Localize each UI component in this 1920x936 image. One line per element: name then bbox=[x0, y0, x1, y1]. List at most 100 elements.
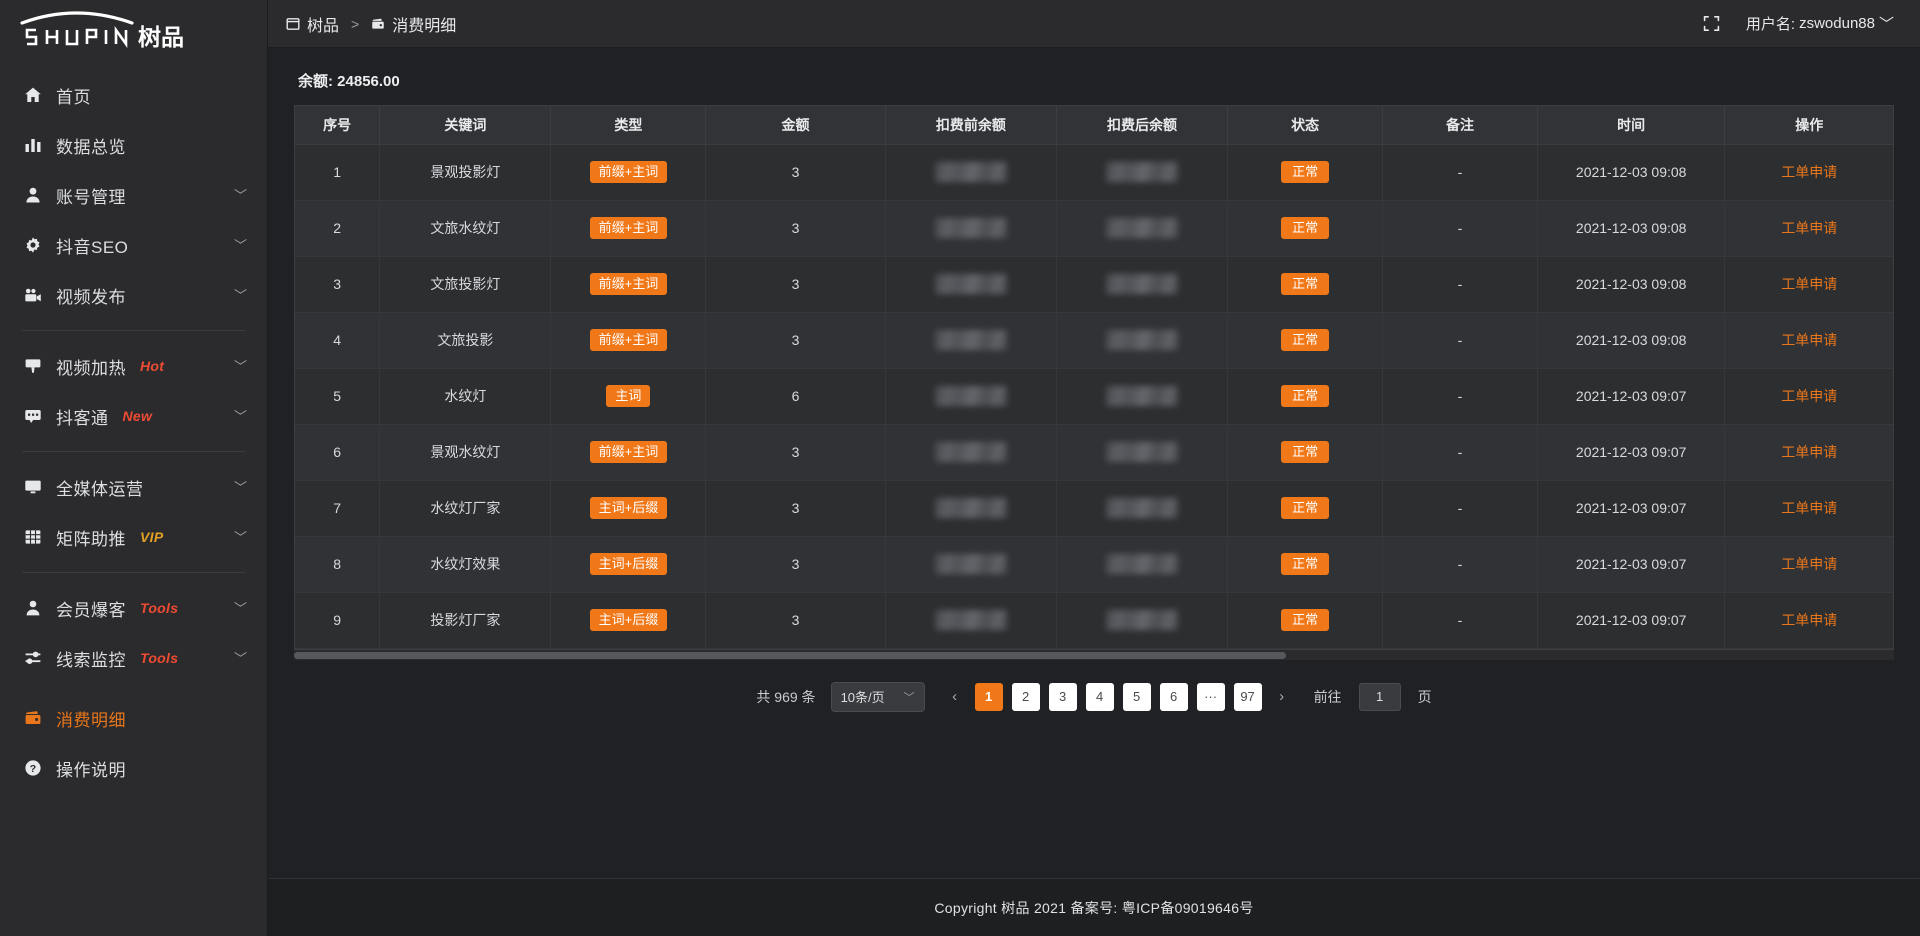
cell-remark: - bbox=[1382, 144, 1538, 201]
pagination-goto-input[interactable]: 1 bbox=[1358, 682, 1401, 711]
balance-value: 24856.00 bbox=[337, 73, 400, 90]
ticket-apply-link[interactable]: 工单申请 bbox=[1781, 276, 1838, 292]
pagination-page-3[interactable]: 3 bbox=[1048, 682, 1077, 711]
sidebar-item-lead-monitor[interactable]: 线索监控 Tools ﹀ bbox=[0, 633, 267, 683]
gear-icon bbox=[22, 234, 44, 256]
cell-action: 工单申请 bbox=[1724, 312, 1893, 369]
shupin-logo-icon: 树品 bbox=[20, 11, 184, 50]
cell-type: 前缀+主词 bbox=[550, 424, 707, 481]
pagination-page-4[interactable]: 4 bbox=[1085, 682, 1114, 711]
cell-status: 正常 bbox=[1227, 424, 1384, 481]
pagination-page-2[interactable]: 2 bbox=[1011, 682, 1040, 711]
type-tag: 前缀+主词 bbox=[589, 440, 668, 464]
cell-amount: 3 bbox=[705, 592, 886, 649]
sidebar-item-consumption-detail[interactable]: 消费明细 bbox=[0, 693, 267, 743]
cell-type: 主词 bbox=[550, 368, 707, 425]
topbar-right: 用户名: zswodun88 ﹀ bbox=[1703, 13, 1894, 34]
col-header-keyword: 关键词 bbox=[379, 106, 552, 145]
sidebar-item-video-boost[interactable]: 视频加热 Hot ﹀ bbox=[0, 341, 267, 391]
cell-time: 2021-12-03 09:08 bbox=[1537, 144, 1726, 201]
table-row: 1 景观投影灯 前缀+主词 3 正常 -2021-12-03 09:08 工单申请 bbox=[295, 144, 1893, 201]
redacted-value bbox=[1057, 498, 1227, 518]
breadcrumb-item-current[interactable]: 消费明细 bbox=[371, 12, 456, 36]
table-body: 1 景观投影灯 前缀+主词 3 正常 -2021-12-03 09:08 工单申请 2 文旅水纹… bbox=[295, 144, 1893, 649]
horizontal-scrollbar[interactable] bbox=[294, 649, 1894, 660]
cell-amount: 3 bbox=[705, 200, 886, 257]
svg-text:树品: 树品 bbox=[138, 24, 184, 50]
scrollbar-thumb[interactable] bbox=[294, 651, 1286, 659]
cell-action: 工单申请 bbox=[1724, 144, 1893, 201]
cell-action: 工单申请 bbox=[1724, 592, 1893, 649]
cell-index: 8 bbox=[295, 536, 381, 593]
cell-balance-after bbox=[1056, 144, 1229, 201]
sidebar-item-douketong[interactable]: 抖客通 New ﹀ bbox=[0, 391, 267, 441]
ticket-apply-link[interactable]: 工单申请 bbox=[1781, 332, 1838, 348]
cell-balance-before bbox=[885, 144, 1057, 201]
cell-keyword: 文旅水纹灯 bbox=[379, 200, 552, 257]
ticket-apply-link[interactable]: 工单申请 bbox=[1781, 612, 1838, 628]
cell-keyword: 文旅投影 bbox=[379, 312, 552, 369]
breadcrumb-item-root[interactable]: 树品 bbox=[286, 12, 339, 36]
cell-balance-after bbox=[1056, 256, 1229, 313]
ticket-apply-link[interactable]: 工单申请 bbox=[1781, 444, 1838, 460]
ticket-apply-link[interactable]: 工单申请 bbox=[1781, 556, 1838, 572]
sidebar-item-member-traffic[interactable]: 会员爆客 Tools ﹀ bbox=[0, 583, 267, 633]
user-menu[interactable]: 用户名: zswodun88 ﹀ bbox=[1746, 13, 1894, 34]
ticket-apply-link[interactable]: 工单申请 bbox=[1781, 164, 1838, 180]
status-badge: 正常 bbox=[1281, 496, 1330, 520]
cell-balance-after bbox=[1056, 368, 1229, 425]
pagination-page-1[interactable]: 1 bbox=[974, 682, 1003, 711]
sidebar-item-instructions[interactable]: ? 操作说明 bbox=[0, 743, 267, 793]
user-name: zswodun88 bbox=[1799, 15, 1875, 32]
wallet-icon bbox=[371, 17, 385, 31]
pagination-page-last[interactable]: 97 bbox=[1233, 682, 1262, 711]
redacted-value bbox=[886, 386, 1056, 406]
page-size-select[interactable]: 10条/页 ﹀ bbox=[830, 681, 925, 712]
breadcrumb: 树品 > 消费明细 bbox=[286, 12, 456, 36]
sidebar-item-label: 抖音SEO bbox=[56, 237, 129, 257]
chevron-down-icon: ﹀ bbox=[233, 237, 247, 253]
sidebar-item-label: 矩阵助推 bbox=[56, 529, 126, 549]
sidebar: 树品 首页 数据总览 账号管理 bbox=[0, 0, 268, 936]
table-row: 3 文旅投影灯 前缀+主词 3 正常 -2021-12-03 09:08 工单申请 bbox=[295, 256, 1893, 313]
chart-bar-icon bbox=[22, 134, 44, 156]
sidebar-item-data-overview[interactable]: 数据总览 bbox=[0, 120, 267, 170]
sidebar-item-omnimedia[interactable]: 全媒体运营 ﹀ bbox=[0, 462, 267, 512]
brand-logo[interactable]: 树品 bbox=[0, 0, 267, 58]
breadcrumb-label: 树品 bbox=[307, 17, 340, 35]
cell-action: 工单申请 bbox=[1724, 200, 1893, 257]
cell-status: 正常 bbox=[1227, 200, 1384, 257]
pagination-page-6[interactable]: 6 bbox=[1159, 682, 1188, 711]
pagination-prev-button[interactable]: ‹ bbox=[952, 688, 958, 705]
cell-type: 主词+后缀 bbox=[550, 480, 707, 537]
cell-balance-before bbox=[885, 312, 1057, 369]
col-header-time: 时间 bbox=[1537, 106, 1726, 145]
pagination-ellipsis[interactable]: ··· bbox=[1196, 682, 1225, 711]
sidebar-item-account-management[interactable]: 账号管理 ﹀ bbox=[0, 170, 267, 220]
cell-time: 2021-12-03 09:08 bbox=[1537, 256, 1726, 313]
cell-index: 5 bbox=[295, 368, 381, 425]
cell-remark: - bbox=[1382, 200, 1538, 257]
sidebar-item-douyin-seo[interactable]: 抖音SEO ﹀ bbox=[0, 220, 267, 270]
sidebar-item-label: 视频发布 bbox=[56, 287, 126, 307]
cell-remark: - bbox=[1382, 480, 1538, 537]
sidebar-item-home[interactable]: 首页 bbox=[0, 70, 267, 120]
chevron-down-icon: ﹀ bbox=[233, 529, 247, 545]
pagination-next-button[interactable]: › bbox=[1279, 688, 1285, 705]
ticket-apply-link[interactable]: 工单申请 bbox=[1781, 388, 1838, 404]
cell-amount: 3 bbox=[705, 536, 886, 593]
ticket-apply-link[interactable]: 工单申请 bbox=[1781, 500, 1838, 516]
chevron-down-icon: ﹀ bbox=[233, 650, 247, 666]
video-camera-icon bbox=[22, 284, 44, 306]
ticket-apply-link[interactable]: 工单申请 bbox=[1781, 220, 1838, 236]
redacted-value bbox=[886, 162, 1056, 182]
cell-type: 主词+后缀 bbox=[550, 592, 707, 649]
redacted-value bbox=[886, 610, 1056, 630]
pagination-page-5[interactable]: 5 bbox=[1122, 682, 1151, 711]
redacted-value bbox=[886, 498, 1056, 518]
cell-status: 正常 bbox=[1227, 312, 1384, 369]
sidebar-item-video-publish[interactable]: 视频发布 ﹀ bbox=[0, 270, 267, 320]
sidebar-item-label: 操作说明 bbox=[56, 760, 126, 780]
fullscreen-icon[interactable] bbox=[1703, 15, 1720, 32]
sidebar-item-matrix-boost[interactable]: 矩阵助推 VIP ﹀ bbox=[0, 512, 267, 562]
